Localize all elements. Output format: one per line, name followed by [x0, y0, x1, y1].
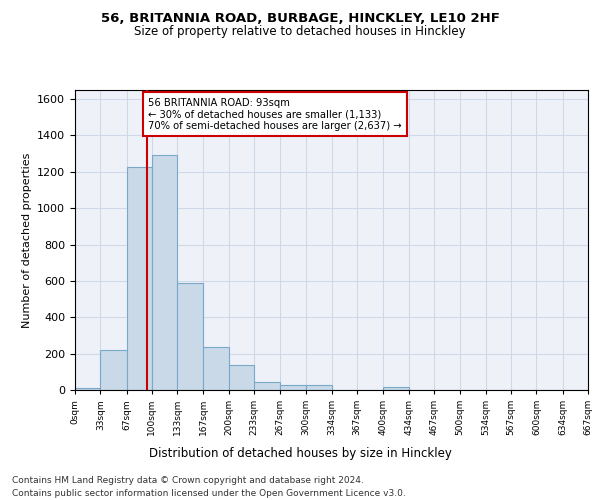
Text: 56, BRITANNIA ROAD, BURBAGE, HINCKLEY, LE10 2HF: 56, BRITANNIA ROAD, BURBAGE, HINCKLEY, L… — [101, 12, 499, 26]
Bar — [383, 388, 409, 390]
Bar — [127, 168, 152, 390]
Bar — [152, 154, 177, 390]
Bar — [177, 282, 203, 390]
Bar — [203, 348, 229, 390]
Text: Distribution of detached houses by size in Hinckley: Distribution of detached houses by size … — [149, 448, 451, 460]
Text: Contains public sector information licensed under the Open Government Licence v3: Contains public sector information licen… — [12, 489, 406, 498]
Bar — [229, 366, 254, 390]
Bar — [75, 388, 100, 390]
Text: Size of property relative to detached houses in Hinckley: Size of property relative to detached ho… — [134, 25, 466, 38]
Bar — [254, 382, 280, 390]
Y-axis label: Number of detached properties: Number of detached properties — [22, 152, 32, 328]
Text: 56 BRITANNIA ROAD: 93sqm
← 30% of detached houses are smaller (1,133)
70% of sem: 56 BRITANNIA ROAD: 93sqm ← 30% of detach… — [148, 98, 401, 130]
Bar — [100, 350, 127, 390]
Text: Contains HM Land Registry data © Crown copyright and database right 2024.: Contains HM Land Registry data © Crown c… — [12, 476, 364, 485]
Bar — [280, 384, 306, 390]
Bar — [306, 386, 332, 390]
